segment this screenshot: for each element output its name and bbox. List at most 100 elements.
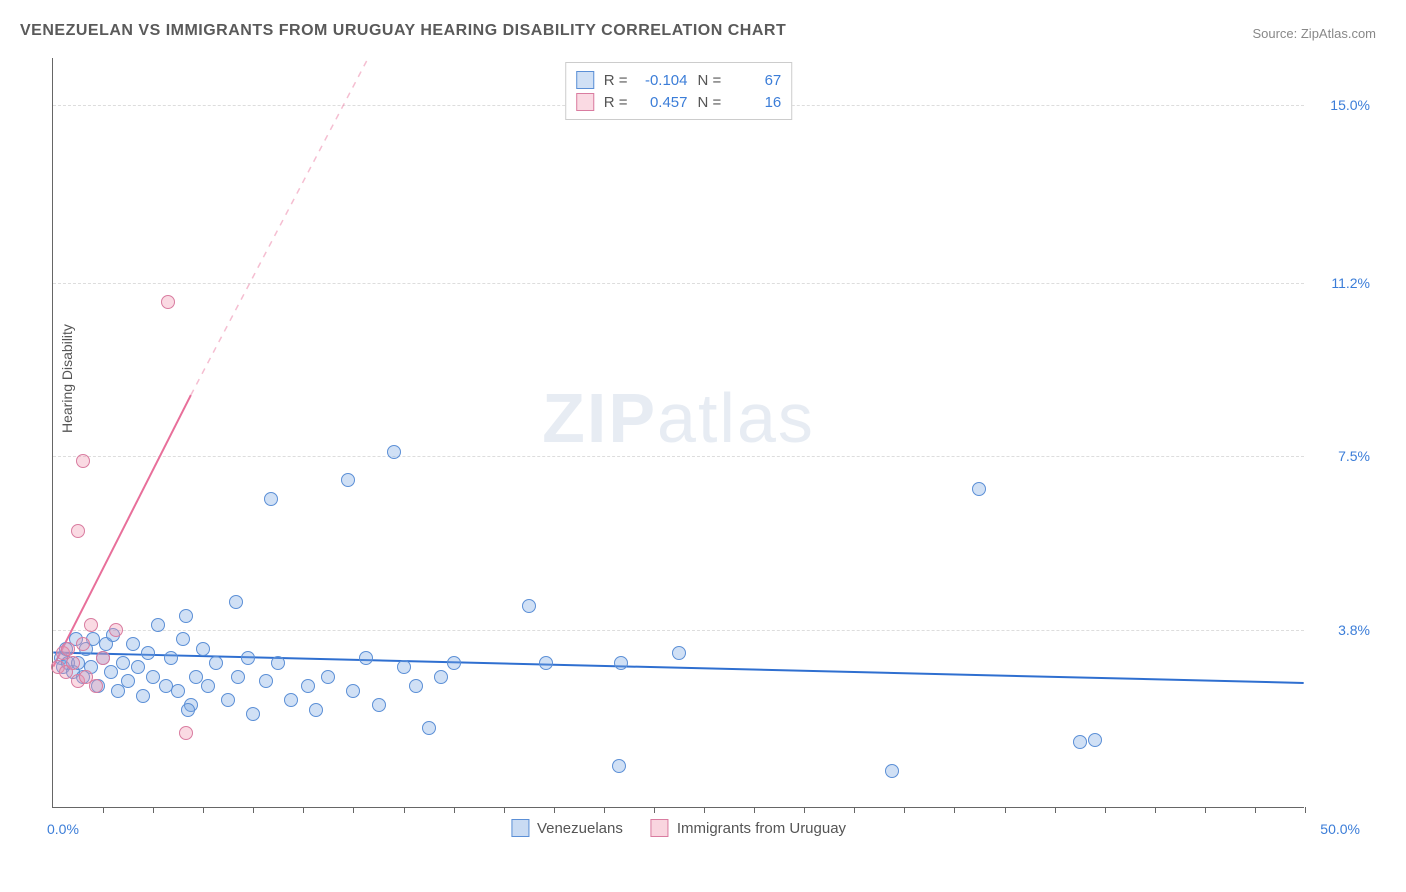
watermark-bold: ZIP (542, 379, 657, 457)
data-point (672, 646, 686, 660)
data-point (614, 656, 628, 670)
data-point (104, 665, 118, 679)
data-point (341, 473, 355, 487)
stats-legend-row: R =-0.104N =67 (576, 69, 782, 91)
data-point (309, 703, 323, 717)
x-tick (1305, 807, 1306, 813)
x-tick (103, 807, 104, 813)
data-point (121, 674, 135, 688)
data-point (51, 660, 65, 674)
data-point (372, 698, 386, 712)
x-axis-max-label: 50.0% (1320, 821, 1360, 837)
data-point (397, 660, 411, 674)
chart-title: VENEZUELAN VS IMMIGRANTS FROM URUGUAY HE… (20, 22, 786, 40)
data-point (221, 693, 235, 707)
data-point (1073, 735, 1087, 749)
x-tick (654, 807, 655, 813)
x-tick (1255, 807, 1256, 813)
x-tick (604, 807, 605, 813)
legend-swatch (576, 93, 594, 111)
stats-legend: R =-0.104N =67R =0.457N =16 (565, 62, 793, 120)
x-tick (353, 807, 354, 813)
data-point (301, 679, 315, 693)
series-legend: Venezuelans Immigrants from Uruguay (511, 819, 846, 837)
data-point (136, 689, 150, 703)
data-point (434, 670, 448, 684)
data-point (179, 609, 193, 623)
data-point (79, 670, 93, 684)
gridline (53, 283, 1304, 284)
data-point (126, 637, 140, 651)
legend-label: Immigrants from Uruguay (677, 820, 846, 837)
x-tick (1155, 807, 1156, 813)
data-point (56, 660, 70, 674)
data-point (99, 637, 113, 651)
x-tick (504, 807, 505, 813)
data-point (284, 693, 298, 707)
data-point (59, 665, 73, 679)
x-tick (1105, 807, 1106, 813)
x-tick (1005, 807, 1006, 813)
x-tick (303, 807, 304, 813)
stats-n-label: N = (698, 72, 722, 89)
data-point (131, 660, 145, 674)
x-tick (1205, 807, 1206, 813)
x-tick (554, 807, 555, 813)
stats-legend-row: R =0.457N =16 (576, 91, 782, 113)
data-point (209, 656, 223, 670)
stats-n-label: N = (698, 94, 722, 111)
data-point (181, 703, 195, 717)
data-point (422, 721, 436, 735)
data-point (189, 670, 203, 684)
data-point (141, 646, 155, 660)
legend-swatch (511, 819, 529, 837)
data-point (447, 656, 461, 670)
stats-n-value: 16 (731, 94, 781, 111)
data-point (612, 759, 626, 773)
stats-r-value: -0.104 (638, 72, 688, 89)
trendline (53, 653, 1303, 683)
data-point (359, 651, 373, 665)
data-point (79, 642, 93, 656)
y-axis-label: Hearing Disability (59, 324, 75, 433)
data-point (56, 646, 70, 660)
data-point (972, 482, 986, 496)
data-point (84, 660, 98, 674)
legend-item: Venezuelans (511, 819, 623, 837)
x-tick (454, 807, 455, 813)
data-point (164, 651, 178, 665)
data-point (96, 651, 110, 665)
data-point (184, 698, 198, 712)
data-point (61, 656, 75, 670)
data-point (76, 637, 90, 651)
plot-area: Hearing Disability 3.8%7.5%11.2%15.0% ZI… (52, 58, 1304, 808)
legend-label: Venezuelans (537, 820, 623, 837)
data-point (91, 679, 105, 693)
x-tick (404, 807, 405, 813)
x-tick (904, 807, 905, 813)
data-point (161, 295, 175, 309)
x-tick (854, 807, 855, 813)
data-point (61, 642, 75, 656)
data-point (111, 684, 125, 698)
data-point (179, 726, 193, 740)
data-point (96, 651, 110, 665)
x-tick (1055, 807, 1056, 813)
chart-container: { "title": "VENEZUELAN VS IMMIGRANTS FRO… (0, 0, 1406, 892)
stats-r-value: 0.457 (638, 94, 688, 111)
watermark: ZIPatlas (542, 378, 815, 458)
y-tick-label: 7.5% (1310, 448, 1370, 464)
data-point (241, 651, 255, 665)
legend-item: Immigrants from Uruguay (651, 819, 846, 837)
stats-r-label: R = (604, 72, 628, 89)
legend-swatch (651, 819, 669, 837)
data-point (76, 670, 90, 684)
data-point (522, 599, 536, 613)
data-point (71, 674, 85, 688)
data-point (146, 670, 160, 684)
gridline (53, 456, 1304, 457)
x-tick (954, 807, 955, 813)
data-point (116, 656, 130, 670)
trendlines-svg (53, 58, 1304, 807)
data-point (89, 679, 103, 693)
